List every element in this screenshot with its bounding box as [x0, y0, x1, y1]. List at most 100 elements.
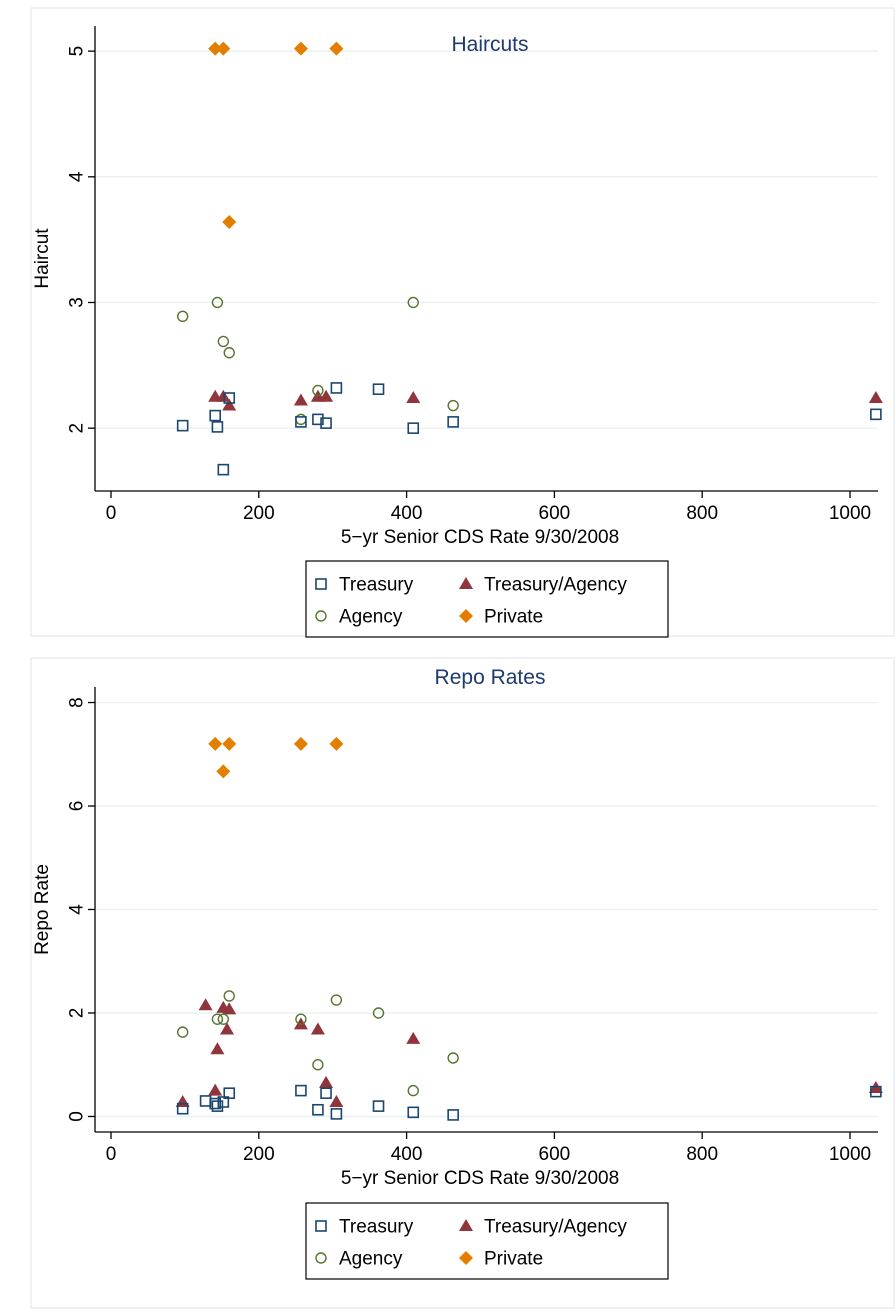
- data-point-agency: [407, 1084, 419, 1097]
- legend-item: Agency: [315, 1249, 403, 1270]
- x-tick-label: 200: [243, 503, 275, 524]
- x-axis-label: 5−yr Senior CDS Rate 9/30/2008: [341, 527, 619, 548]
- data-point-private: [222, 215, 237, 230]
- legend-item: Treasury: [315, 1217, 414, 1238]
- haircuts-chart: 2 3 4 5 0 200 400 600 800 1000 5−yr Senior CDS Rat…: [30, 7, 895, 638]
- data-point-agency: [176, 310, 189, 323]
- data-point-agency: [223, 990, 235, 1002]
- data-point-treasury-agency: [216, 389, 231, 402]
- data-point-private: [216, 764, 231, 779]
- legend-label: Agency: [339, 607, 403, 628]
- data-point-treasury-agency: [293, 1017, 308, 1030]
- data-point-treasury-agency: [220, 1022, 235, 1035]
- data-point-treasury: [211, 1100, 224, 1112]
- data-point-treasury-agency: [868, 391, 883, 403]
- data-point-treasury-agency: [198, 998, 213, 1011]
- chart-title: Repo Rates: [435, 666, 546, 689]
- legend-marker: [459, 577, 473, 589]
- data-point-private: [293, 736, 308, 751]
- legend-label: Treasury: [339, 575, 414, 596]
- data-point-agency: [407, 296, 419, 309]
- legend-marker: [315, 578, 327, 590]
- data-point-treasury-agency: [222, 1002, 237, 1015]
- data-point-private: [329, 41, 344, 56]
- data-point-treasury: [320, 417, 332, 429]
- legend-label: Treasury/Agency: [484, 1217, 627, 1238]
- y-tick-label: 8: [67, 697, 88, 708]
- data-point-treasury: [223, 1087, 236, 1099]
- legend-label: Treasury: [339, 1217, 414, 1238]
- data-point-agency: [447, 399, 459, 412]
- y-tick-label: 6: [67, 801, 88, 812]
- y-tick-label: 2: [67, 1008, 88, 1019]
- y-tick-label: 5: [67, 46, 88, 57]
- data-point-treasury: [447, 416, 459, 428]
- data-point-treasury: [211, 421, 224, 433]
- legend-label: Private: [484, 1249, 543, 1270]
- data-point-treasury: [330, 1108, 343, 1120]
- x-tick-label: 200: [243, 1144, 275, 1165]
- x-tick-label: 800: [686, 503, 718, 524]
- data-point-treasury-agency: [406, 391, 421, 403]
- data-point-treasury-agency: [208, 1083, 223, 1096]
- data-point-treasury-agency: [210, 1042, 225, 1055]
- data-point-private: [208, 736, 223, 751]
- data-point-agency: [217, 1013, 230, 1025]
- legend-item: Agency: [315, 607, 403, 628]
- data-point-agency: [330, 994, 343, 1006]
- data-point-private: [216, 41, 231, 56]
- y-tick-label: 2: [67, 423, 88, 434]
- x-tick-label: 0: [106, 1144, 117, 1165]
- data-point-treasury: [217, 1096, 230, 1108]
- data-point-treasury-agency: [222, 398, 237, 411]
- legend-label: Treasury/Agency: [484, 575, 627, 596]
- data-point-treasury: [209, 409, 221, 422]
- data-point-treasury-agency: [310, 1022, 325, 1035]
- data-point-treasury: [320, 1087, 332, 1099]
- data-point-treasury: [217, 463, 230, 476]
- legend-marker: [459, 1219, 473, 1231]
- data-point-treasury: [176, 1102, 189, 1115]
- data-point-agency: [223, 347, 235, 359]
- data-point-treasury: [407, 1106, 420, 1119]
- y-tick-label: 3: [67, 297, 88, 308]
- legend-marker: [459, 1251, 473, 1265]
- x-tick-label: 600: [539, 503, 571, 524]
- data-point-agency: [312, 1059, 324, 1071]
- data-point-agency: [312, 384, 324, 397]
- data-point-treasury-agency: [293, 393, 308, 406]
- chart-title: Haircuts: [451, 33, 528, 56]
- x-tick-label: 400: [391, 503, 423, 524]
- legend-marker: [315, 1220, 327, 1232]
- x-tick-label: 400: [391, 1144, 423, 1165]
- legend-item: Private: [459, 607, 543, 628]
- data-point-private: [222, 736, 237, 751]
- data-point-treasury: [870, 1085, 882, 1098]
- data-point-agency: [295, 1013, 307, 1025]
- data-point-agency: [211, 296, 224, 309]
- data-point-treasury: [209, 1097, 221, 1110]
- legend-item: Private: [459, 1249, 543, 1270]
- data-point-agency: [447, 1052, 459, 1064]
- x-tick-label: 1000: [829, 1144, 871, 1165]
- data-point-treasury-agency: [319, 1075, 334, 1088]
- legend-label: Agency: [339, 1249, 403, 1270]
- data-point-treasury-agency: [319, 389, 334, 402]
- data-point-treasury: [870, 408, 882, 421]
- data-point-treasury: [295, 416, 307, 428]
- data-point-agency: [217, 335, 230, 348]
- data-point-treasury-agency: [329, 1094, 344, 1107]
- data-point-private: [293, 41, 308, 56]
- data-point-treasury-agency: [406, 1031, 421, 1044]
- data-point-treasury: [223, 392, 236, 404]
- data-point-treasury: [407, 422, 420, 434]
- data-point-treasury: [330, 382, 343, 394]
- data-point-treasury: [372, 1100, 385, 1112]
- x-tick-label: 1000: [829, 503, 871, 524]
- legend-item: Treasury/Agency: [459, 1217, 627, 1238]
- legend-box: [305, 1202, 669, 1280]
- y-tick-label: 4: [67, 171, 88, 182]
- legend-box: [305, 560, 669, 638]
- y-axis-label: Repo Rate: [32, 864, 53, 955]
